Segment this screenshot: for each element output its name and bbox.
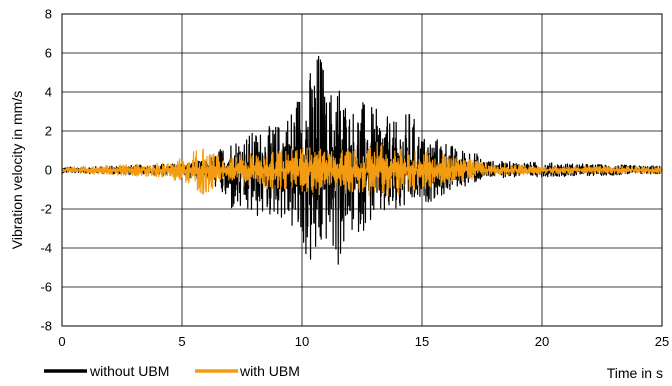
plot-frame [61,13,663,327]
y-axis-title: Vibration velocity in mm/s [9,91,25,249]
axes [61,13,663,327]
legend-label-without-ubm: without UBM [89,363,169,379]
y-tick-label-1: -6 [40,280,52,295]
y-tick-label-6: 4 [45,85,52,100]
x-tick-label-0: 0 [58,334,65,349]
x-tick-label-2: 10 [295,334,309,349]
x-tick-label-3: 15 [415,334,429,349]
y-tick-label-2: -4 [40,241,52,256]
plot-series [61,55,663,265]
x-tick-label-1: 5 [178,334,185,349]
legend-label-with-ubm: with UBM [239,363,300,379]
y-tick-label-7: 6 [45,46,52,61]
x-tick-label-4: 20 [535,334,549,349]
y-tick-label-8: 8 [45,7,52,22]
x-tick-labels: 0 5 10 15 20 25 [58,334,669,349]
x-tick-label-5: 25 [655,334,669,349]
legend: without UBM with UBM [44,363,300,379]
x-axis-title: Time in s [607,365,663,381]
y-tick-label-4: 0 [45,163,52,178]
y-tick-label-5: 2 [45,124,52,139]
series-line-with-ubm [61,141,663,197]
y-tick-labels: -8 -6 -4 -2 0 2 4 6 8 [40,7,52,334]
y-tick-label-3: -2 [40,202,52,217]
y-tick-label-0: -8 [40,319,52,334]
